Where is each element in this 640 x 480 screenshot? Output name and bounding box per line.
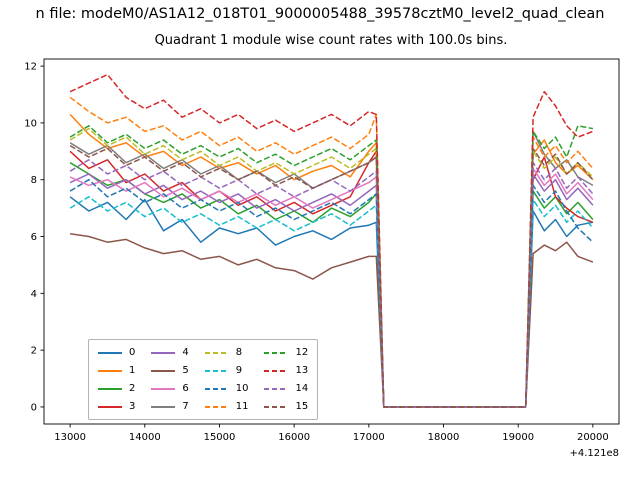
legend-column: 0 1 2 3 — [98, 346, 135, 413]
legend-line-sample — [151, 351, 176, 354]
legend-label: 2 — [129, 382, 136, 394]
legend-column: 12 13 14 15 — [264, 346, 308, 413]
legend-item: 11 — [204, 400, 249, 413]
legend-label: 9 — [235, 364, 243, 376]
x-tick-label: 15000 — [204, 432, 236, 443]
y-tick-label: 2 — [31, 346, 37, 357]
chart-title: Quadrant 1 module wise count rates with … — [154, 33, 508, 48]
x-tick-label: 20000 — [577, 432, 609, 443]
legend-line-sample — [151, 387, 176, 390]
legend-line-sample — [98, 351, 122, 354]
series-line-10 — [69, 178, 594, 408]
legend-item: 6 — [151, 382, 189, 395]
series-line-8 — [69, 127, 594, 408]
series-line-5 — [69, 232, 594, 408]
y-tick-label: 12 — [24, 62, 37, 73]
legend-label: 10 — [235, 382, 249, 394]
legend-line-sample — [204, 351, 229, 354]
legend-item: 12 — [264, 346, 308, 359]
legend-line-sample — [204, 369, 229, 372]
legend-line-sample — [98, 387, 122, 390]
legend-column: 4 5 6 7 — [151, 346, 189, 413]
legend-label: 0 — [129, 346, 136, 358]
legend-line-sample — [151, 369, 176, 372]
series-line-4 — [69, 173, 594, 408]
legend-item: 0 — [98, 346, 135, 359]
legend-line-sample — [264, 351, 289, 354]
legend-item: 13 — [264, 364, 308, 377]
legend-label: 14 — [295, 382, 309, 394]
series-line-7 — [69, 130, 594, 408]
legend-item: 2 — [98, 382, 135, 395]
legend-column: 8 9 10 11 — [204, 346, 249, 413]
x-tick-label: 18000 — [428, 432, 460, 443]
series-line-12 — [69, 125, 594, 408]
y-tick-label: 4 — [31, 289, 37, 300]
legend-label: 7 — [182, 400, 189, 412]
x-axis-offset-label: +4.121e8 — [569, 448, 619, 459]
series-line-13 — [69, 73, 594, 408]
y-tick-label: 6 — [31, 232, 37, 243]
legend-label: 5 — [182, 364, 189, 376]
legend-line-sample — [204, 387, 229, 390]
x-tick-label: 17000 — [353, 432, 385, 443]
series-line-15 — [69, 144, 594, 408]
legend-item: 10 — [204, 382, 249, 395]
series-line-0 — [69, 196, 594, 408]
legend-label: 6 — [182, 382, 189, 394]
legend-item: 15 — [264, 400, 308, 413]
legend-line-sample — [151, 405, 176, 408]
legend-line-sample — [98, 369, 122, 372]
legend-item: 3 — [98, 400, 135, 413]
legend-line-sample — [204, 405, 229, 408]
legend-label: 11 — [235, 400, 249, 412]
series-line-6 — [69, 167, 594, 408]
series-line-14 — [69, 159, 594, 408]
series-line-11 — [69, 96, 594, 408]
legend-item: 1 — [98, 364, 135, 377]
legend-line-sample — [264, 387, 289, 390]
legend-label: 4 — [182, 346, 189, 358]
legend-label: 13 — [295, 364, 309, 376]
legend-label: 8 — [235, 346, 243, 358]
legend-label: 12 — [295, 346, 309, 358]
legend-label: 15 — [295, 400, 309, 412]
legend-line-sample — [98, 405, 122, 408]
series-line-3 — [69, 150, 594, 408]
legend-label: 3 — [129, 400, 136, 412]
legend-item: 9 — [204, 364, 249, 377]
legend-line-sample — [264, 405, 289, 408]
legend-item: 4 — [151, 346, 189, 359]
x-tick-label: 16000 — [278, 432, 310, 443]
series-line-2 — [69, 162, 594, 408]
legend-item: 5 — [151, 364, 189, 377]
x-tick-label: 14000 — [129, 432, 161, 443]
axes-frame — [43, 58, 620, 425]
legend-label: 1 — [129, 364, 136, 376]
legend: 0 1 2 3 4 5 6 7 8 9 10 11 12 13 14 15 — [88, 339, 319, 420]
y-tick-label: 0 — [31, 402, 37, 413]
legend-item: 14 — [264, 382, 308, 395]
figure-suptitle: n file: modeM0/AS1A12_018T01_9000005488_… — [35, 6, 605, 22]
legend-line-sample — [264, 369, 289, 372]
x-tick-label: 13000 — [54, 432, 86, 443]
y-tick-label: 8 — [31, 175, 37, 186]
x-tick-label: 19000 — [502, 432, 534, 443]
y-tick-label: 10 — [24, 118, 37, 129]
legend-item: 7 — [151, 400, 189, 413]
legend-item: 8 — [204, 346, 249, 359]
